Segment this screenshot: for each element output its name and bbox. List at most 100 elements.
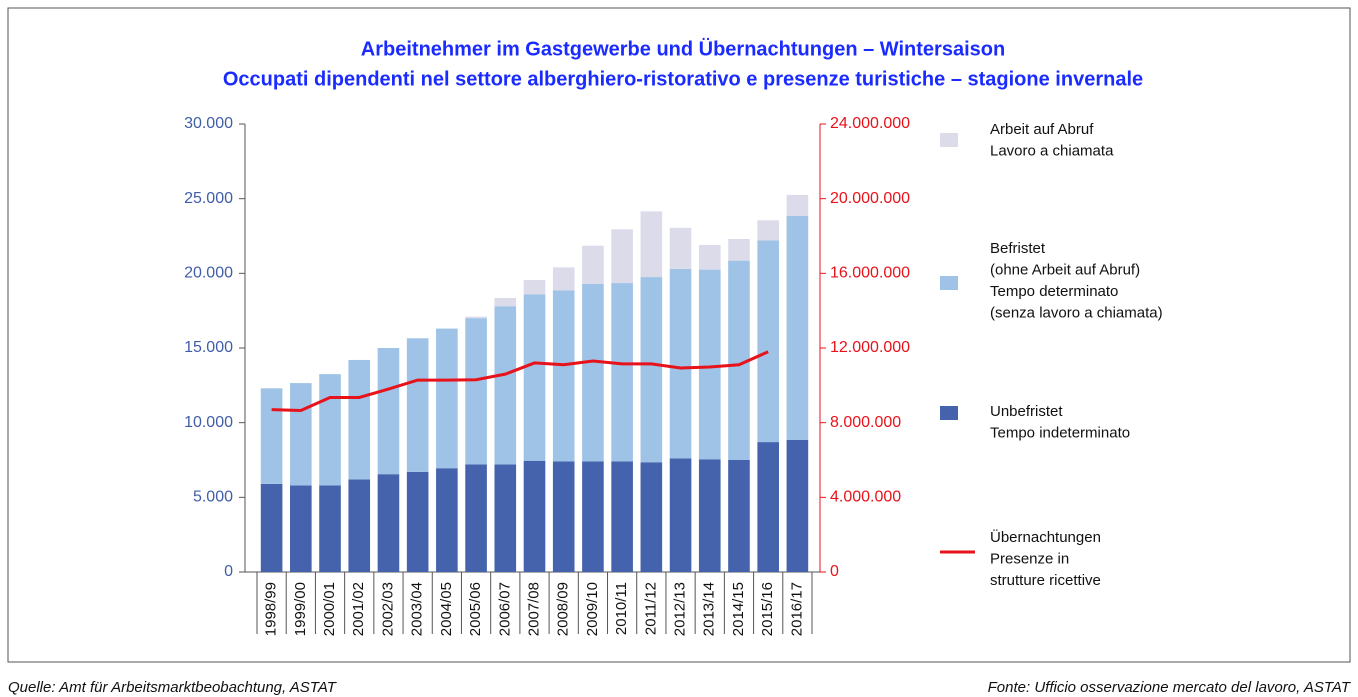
x-tick-label: 2006/07 <box>496 582 513 636</box>
legend-label: Lavoro a chiamata <box>990 142 1114 159</box>
bar <box>640 277 663 463</box>
y2-tick-label: 20.000.000 <box>830 190 910 207</box>
x-tick-label: 2005/06 <box>467 582 484 636</box>
legend-swatch <box>940 406 958 420</box>
bar <box>377 348 400 475</box>
bar <box>406 338 429 472</box>
bar <box>290 485 312 572</box>
chart-title: Arbeitnehmer im Gastgewerbe und Übernach… <box>361 37 1005 60</box>
bar <box>494 464 517 572</box>
y2-tick-label: 8.000.000 <box>830 414 901 431</box>
y-tick-label: 0 <box>224 563 233 580</box>
y2-tick-label: 24.000.000 <box>830 115 910 132</box>
legend-label: strutture ricettive <box>990 572 1101 589</box>
bar <box>786 194 809 216</box>
source-left: Quelle: Amt für Arbeitsmarktbeobachtung,… <box>8 679 338 696</box>
bar <box>786 439 809 572</box>
x-tick-label: 2012/13 <box>672 582 689 636</box>
bar <box>290 383 312 486</box>
legend-swatch <box>940 276 958 290</box>
bar <box>436 468 458 572</box>
bar <box>348 359 371 480</box>
y-tick-label: 30.000 <box>184 115 233 132</box>
bar <box>319 374 341 486</box>
bar <box>465 318 487 465</box>
bar <box>552 461 575 572</box>
bar <box>757 220 779 241</box>
y-tick-label: 10.000 <box>184 414 233 431</box>
bar <box>523 460 546 572</box>
bar <box>436 328 458 469</box>
legend-label: Presenze in <box>990 550 1069 567</box>
bar <box>465 464 487 572</box>
bar <box>698 244 721 270</box>
bar <box>582 245 604 284</box>
y2-tick-label: 0 <box>830 563 839 580</box>
bar <box>260 483 283 572</box>
bar <box>698 269 721 460</box>
bar <box>582 283 604 462</box>
x-tick-label: 2014/15 <box>730 582 747 636</box>
x-tick-label: 2007/08 <box>525 582 542 636</box>
legend-label: Übernachtungen <box>990 528 1101 546</box>
bar <box>494 306 517 465</box>
y-tick-label: 20.000 <box>184 265 233 282</box>
bar <box>377 474 400 572</box>
x-tick-label: 2002/03 <box>379 582 396 636</box>
y2-tick-label: 16.000.000 <box>830 265 910 282</box>
bar <box>728 460 750 572</box>
x-tick-label: 2000/01 <box>321 582 338 636</box>
legend-label: Befristet <box>990 240 1046 257</box>
bar <box>669 227 692 269</box>
x-tick-label: 2009/10 <box>584 582 601 636</box>
x-tick-label: 2003/04 <box>409 582 426 636</box>
bar <box>582 461 604 572</box>
bar <box>319 485 341 572</box>
bar <box>757 442 779 572</box>
bar <box>465 316 487 319</box>
x-tick-label: 2015/16 <box>759 582 776 636</box>
bar <box>728 260 750 460</box>
x-tick-label: 2011/12 <box>642 582 659 635</box>
x-tick-label: 2001/02 <box>350 582 367 636</box>
bar <box>348 479 371 572</box>
bar <box>406 471 429 572</box>
bar <box>669 458 692 572</box>
bar <box>494 297 517 307</box>
legend-swatch <box>940 133 958 147</box>
bar <box>611 283 633 462</box>
bar <box>640 211 663 278</box>
bar <box>260 388 283 484</box>
legend-label: Unbefristet <box>990 403 1063 420</box>
chart-frame <box>7 7 1351 663</box>
legend-label: (senza lavoro a chiamata) <box>990 304 1163 321</box>
x-tick-label: 2010/11 <box>613 582 630 635</box>
bar <box>728 238 750 261</box>
legend-label: Tempo indeterminato <box>990 424 1130 441</box>
chart-subtitle: Occupati dipendenti nel settore alberghi… <box>223 68 1143 90</box>
legend-label: Tempo determinato <box>990 283 1118 300</box>
y-tick-label: 15.000 <box>184 339 233 356</box>
x-tick-label: 1998/99 <box>263 582 280 636</box>
y-tick-label: 5.000 <box>193 489 233 506</box>
bar <box>523 294 546 461</box>
y-tick-label: 25.000 <box>184 190 233 207</box>
bar <box>640 462 663 572</box>
y2-tick-label: 4.000.000 <box>830 489 901 506</box>
bar <box>698 459 721 572</box>
line-series <box>271 350 769 413</box>
bar <box>523 280 546 295</box>
legend-label: (ohne Arbeit auf Abruf) <box>990 261 1140 278</box>
bar <box>669 268 692 459</box>
bar <box>611 229 633 284</box>
x-tick-label: 2013/14 <box>701 582 718 636</box>
y2-tick-label: 12.000.000 <box>830 339 910 356</box>
bar <box>786 215 809 440</box>
bar <box>552 290 575 462</box>
x-tick-label: 1999/00 <box>292 582 309 636</box>
bar <box>757 240 779 443</box>
x-tick-label: 2008/09 <box>555 582 572 636</box>
x-tick-label: 2016/17 <box>788 582 805 636</box>
x-tick-label: 2004/05 <box>438 582 455 636</box>
